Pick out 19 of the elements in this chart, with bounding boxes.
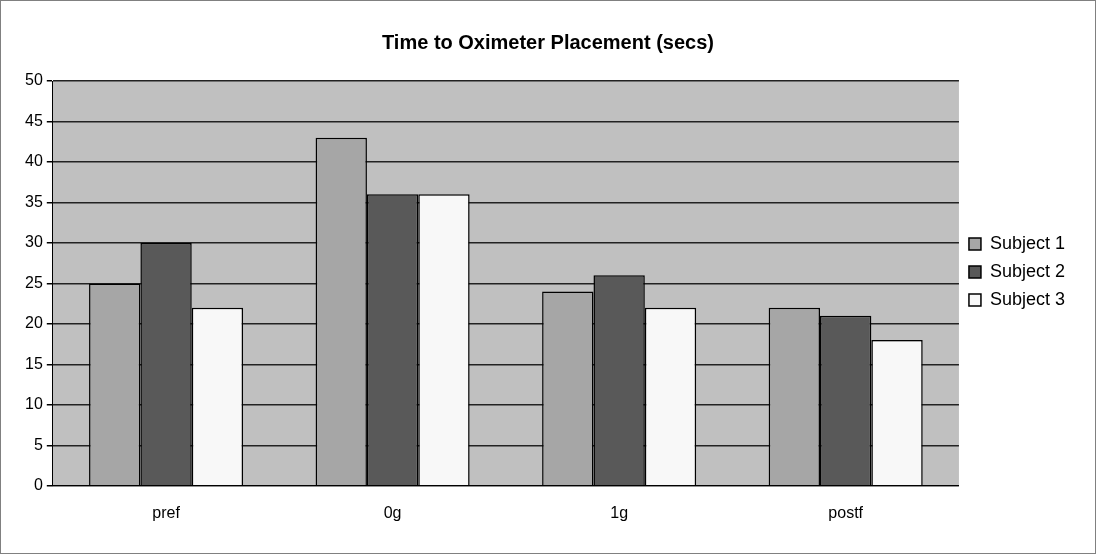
y-tick-label: 45 bbox=[25, 111, 43, 129]
legend-label: Subject 3 bbox=[989, 288, 1066, 309]
y-tick-label: 50 bbox=[25, 71, 43, 89]
y-tick-label: 25 bbox=[25, 273, 43, 291]
x-tick-label: pref bbox=[152, 503, 181, 521]
y-tick-label: 35 bbox=[25, 192, 43, 210]
chart-title: Time to Oximeter Placement (secs) bbox=[382, 30, 714, 53]
y-tick-label: 0 bbox=[33, 476, 43, 494]
legend-label: Subject 1 bbox=[989, 232, 1066, 253]
x-tick-label: 1g bbox=[610, 503, 629, 521]
x-tick-label: postf bbox=[828, 503, 864, 521]
y-tick-label: 20 bbox=[25, 314, 43, 332]
x-tick-label: 0g bbox=[383, 503, 402, 521]
legend-label: Subject 2 bbox=[989, 260, 1066, 281]
y-tick-label: 5 bbox=[33, 435, 43, 453]
y-tick-label: 40 bbox=[25, 152, 43, 170]
y-tick-label: 15 bbox=[25, 354, 43, 372]
y-tick-label: 10 bbox=[25, 395, 43, 413]
y-tick-label: 30 bbox=[25, 233, 43, 251]
